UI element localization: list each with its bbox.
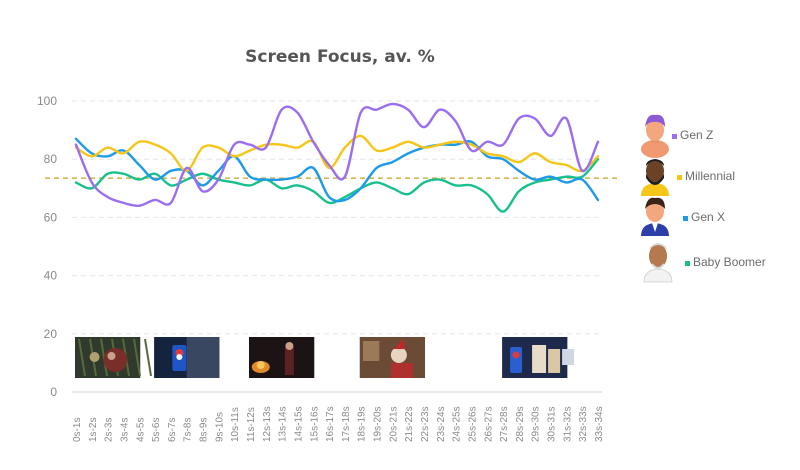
baby-boomer-avatar-icon (643, 243, 673, 283)
x-tick-label-23s-24s: 23s-24s (436, 406, 447, 442)
x-tick-label-30s-31s: 30s-31s (547, 406, 558, 442)
santa-scene-thumbnail (359, 337, 425, 378)
chart-title: Screen Focus, av. % (245, 47, 435, 67)
legend: Gen Z Millennial Gen X Baby Boomer (641, 114, 766, 283)
pepsi-can-scene-thumbnail (154, 337, 220, 378)
x-tick-label-27s-28s: 27s-28s (499, 406, 510, 442)
x-tick-label-25s-26s: 25s-26s (467, 406, 478, 442)
x-tick-label-8s-9s: 8s-9s (199, 418, 210, 442)
y-tick-label-80: 80 (44, 152, 58, 166)
y-tick-label-60: 60 (44, 210, 58, 224)
x-tick-label-28s-29s: 28s-29s (515, 406, 526, 442)
series-line-gen-x (74, 137, 600, 203)
legend-swatch-gen-z (672, 134, 677, 139)
legend-label-millennial: Millennial (685, 169, 735, 183)
series-lines (74, 102, 600, 213)
x-tick-label-20s-21s: 20s-21s (388, 406, 399, 442)
x-tick-label-7s-8s: 7s-8s (183, 418, 194, 442)
x-tick-label-0s-1s: 0s-1s (72, 418, 83, 442)
legend-label-gen-x: Gen X (691, 210, 725, 224)
series-line-gen-z (74, 102, 600, 208)
series-line-baby-boomer (74, 158, 600, 213)
x-tick-label-24s-25s: 24s-25s (452, 406, 463, 442)
x-tick-label-12s-13s: 12s-13s (262, 406, 273, 442)
gen-x-avatar-icon (641, 197, 669, 236)
x-tick-label-22s-23s: 22s-23s (420, 406, 431, 442)
x-tick-label-33s-34s: 33s-34s (594, 406, 605, 442)
gen-z-avatar-icon (641, 114, 669, 158)
legend-label-baby-boomer: Baby Boomer (693, 255, 766, 269)
x-tick-label-17s-18s: 17s-18s (341, 406, 352, 442)
x-tick-label-21s-22s: 21s-22s (404, 406, 415, 442)
x-tick-label-13s-14s: 13s-14s (278, 406, 289, 442)
x-tick-label-11s-12s: 11s-12s (246, 407, 257, 442)
x-tick-label-3s-4s: 3s-4s (119, 418, 130, 442)
fireplace-scene-thumbnail (249, 337, 315, 378)
x-tick-label-19s-20s: 19s-20s (373, 406, 384, 442)
legend-swatch-gen-x (683, 216, 688, 221)
x-tick-label-31s-32s: 31s-32s (562, 406, 573, 442)
x-tick-label-1s-2s: 1s-2s (88, 418, 99, 442)
x-tick-label-26s-27s: 26s-27s (483, 406, 494, 442)
x-tick-label-2s-3s: 2s-3s (104, 418, 115, 442)
x-tick-label-29s-30s: 29s-30s (531, 406, 542, 442)
x-tick-label-18s-19s: 18s-19s (357, 406, 368, 442)
x-tick-label-15s-16s: 15s-16s (309, 406, 320, 442)
x-tick-label-14s-15s: 14s-15s (293, 406, 304, 442)
legend-swatch-millennial (677, 175, 682, 180)
x-tick-label-32s-33s: 32s-33s (578, 406, 589, 442)
x-tick-label-6s-7s: 6s-7s (167, 418, 178, 442)
y-tick-label-40: 40 (44, 269, 58, 283)
y-tick-label-100: 100 (37, 94, 57, 108)
y-axis: 0 20 40 60 80 100 (37, 94, 57, 399)
x-tick-label-16s-17s: 16s-17s (325, 406, 336, 442)
x-tick-label-10s-11s: 10s-11s (230, 407, 241, 442)
scene-thumbnails (75, 337, 575, 378)
y-tick-label-20: 20 (44, 327, 58, 341)
legend-swatch-baby-boomer (685, 261, 690, 266)
ornament-scene-thumbnail (75, 337, 152, 378)
series-line-millennial (74, 134, 600, 173)
legend-label-gen-z: Gen Z (680, 128, 713, 142)
x-tick-label-9s-10s: 9s-10s (214, 412, 225, 442)
millennial-avatar-icon (641, 159, 669, 196)
x-axis: 0s-1s 1s-2s 2s-3s 3s-4s 4s-5s 5s-6s 6s-7s 7s-8s… (72, 406, 605, 442)
x-tick-label-5s-6s: 5s-6s (151, 418, 162, 442)
pepsi-milk-scene-thumbnail (502, 337, 575, 378)
x-tick-label-4s-5s: 4s-5s (135, 418, 146, 442)
y-tick-label-0: 0 (50, 385, 57, 399)
